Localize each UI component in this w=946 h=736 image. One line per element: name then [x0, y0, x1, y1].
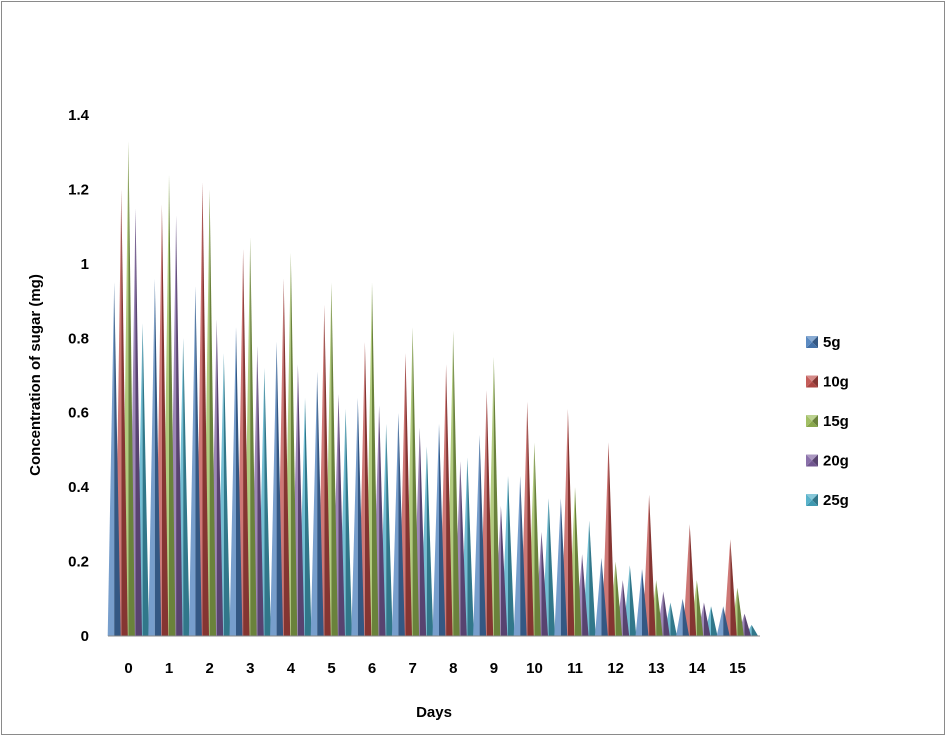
bar-5g-day-11 — [554, 498, 568, 636]
x-tick-label: 15 — [729, 660, 746, 677]
x-tick-label: 10 — [526, 660, 543, 677]
legend-item-20g: 20g — [806, 453, 849, 470]
bar-5g-day-14 — [676, 598, 690, 636]
x-tick-label: 11 — [567, 660, 583, 677]
x-tick-label: 8 — [449, 660, 457, 677]
bar-25g-day-14 — [704, 606, 718, 636]
bar-15g-day-11 — [568, 487, 582, 636]
legend-swatch — [806, 415, 818, 427]
y-tick-label: 0.2 — [68, 554, 89, 571]
bar-5g-day-8 — [432, 423, 446, 636]
y-tick-label: 1.2 — [68, 181, 89, 198]
legend-swatch — [806, 336, 818, 348]
bar-10g-day-13 — [642, 494, 656, 636]
bar-15g-day-8 — [446, 330, 460, 636]
bar-5g-day-9 — [473, 435, 487, 636]
bar-20g-day-1 — [169, 215, 183, 636]
bar-5g-day-6 — [351, 397, 365, 636]
bar-25g-day-13 — [663, 602, 677, 636]
bar-10g-day-14 — [683, 524, 697, 636]
bar-10g-day-7 — [399, 353, 412, 636]
y-tick-label: 0.4 — [68, 479, 90, 496]
x-tick-label: 14 — [689, 660, 706, 677]
legend: 5g 10g 15g 20g 25g — [806, 334, 849, 509]
y-tick-label: 0.6 — [68, 405, 89, 422]
bar-10g-day-8 — [439, 364, 453, 636]
bar-15g-day-7 — [406, 327, 420, 636]
bar-5g-day-4 — [270, 342, 284, 636]
bar-20g-day-13 — [656, 591, 670, 636]
bar-5g-day-0 — [107, 282, 121, 636]
bar-5g-day-12 — [594, 557, 608, 636]
bar-5g-day-3 — [229, 327, 243, 636]
legend-swatch — [806, 375, 818, 388]
y-tick-label: 0 — [81, 628, 89, 645]
x-tick-label: 7 — [409, 660, 417, 677]
bars-group — [107, 141, 759, 637]
legend-label: 15g — [823, 413, 849, 430]
x-tick-label: 13 — [648, 660, 665, 677]
bar-25g-day-7 — [420, 446, 434, 636]
x-tick-label: 4 — [287, 660, 296, 677]
x-tick-labels: 0 1 2 3 4 5 6 7 8 9 10 11 12 13 14 15 — [124, 660, 746, 677]
bar-20g-day-4 — [291, 364, 305, 636]
bar-5g-day-13 — [635, 569, 649, 636]
y-tick-label: 1 — [81, 256, 89, 273]
x-tick-label: 1 — [165, 660, 173, 677]
y-tick-label: 0.8 — [68, 330, 89, 347]
bar-5g-day-10 — [513, 475, 527, 636]
bar-15g-day-9 — [487, 356, 501, 636]
bar-5g-day-2 — [188, 286, 202, 636]
x-tick-label: 6 — [368, 660, 376, 677]
legend-item-25g: 25g — [806, 492, 849, 509]
legend-label: 20g — [823, 453, 849, 470]
bar-25g-day-8 — [460, 457, 474, 636]
x-tick-label: 9 — [490, 660, 498, 677]
x-tick-label: 5 — [327, 660, 335, 677]
x-tick-label: 2 — [206, 660, 214, 677]
bar-5g-day-1 — [148, 278, 162, 636]
bar-10g-day-6 — [358, 342, 372, 636]
legend-swatch — [806, 454, 818, 467]
legend-item-10g: 10g — [806, 374, 849, 391]
bar-15g-day-2 — [203, 189, 217, 636]
legend-label: 10g — [823, 374, 849, 391]
bar-25g-day-2 — [217, 353, 231, 636]
bar-25g-day-9 — [501, 475, 515, 636]
bar-10g-day-15 — [723, 539, 737, 636]
x-tick-label: 0 — [124, 660, 132, 677]
bar-20g-day-0 — [129, 208, 142, 637]
legend-label: 5g — [823, 334, 841, 351]
y-axis-title: Concentration of sugar (mg) — [27, 274, 44, 476]
x-axis-title: Days — [416, 704, 452, 721]
x-tick-label: 3 — [246, 660, 254, 677]
bar-5g-day-5 — [310, 371, 324, 636]
legend-swatch — [806, 494, 818, 506]
bar-10g-day-0 — [114, 189, 128, 636]
legend-label: 25g — [823, 492, 849, 509]
y-tick-labels: 0 0.2 0.4 0.6 0.8 1 1.2 1.4 — [68, 107, 90, 645]
legend-item-5g: 5g — [806, 334, 841, 351]
bar-5g-day-15 — [716, 606, 730, 636]
x-tick-label: 12 — [607, 660, 624, 677]
bar-5g-day-7 — [391, 412, 405, 636]
y-tick-label: 1.4 — [68, 107, 90, 124]
legend-item-15g: 15g — [806, 413, 849, 430]
